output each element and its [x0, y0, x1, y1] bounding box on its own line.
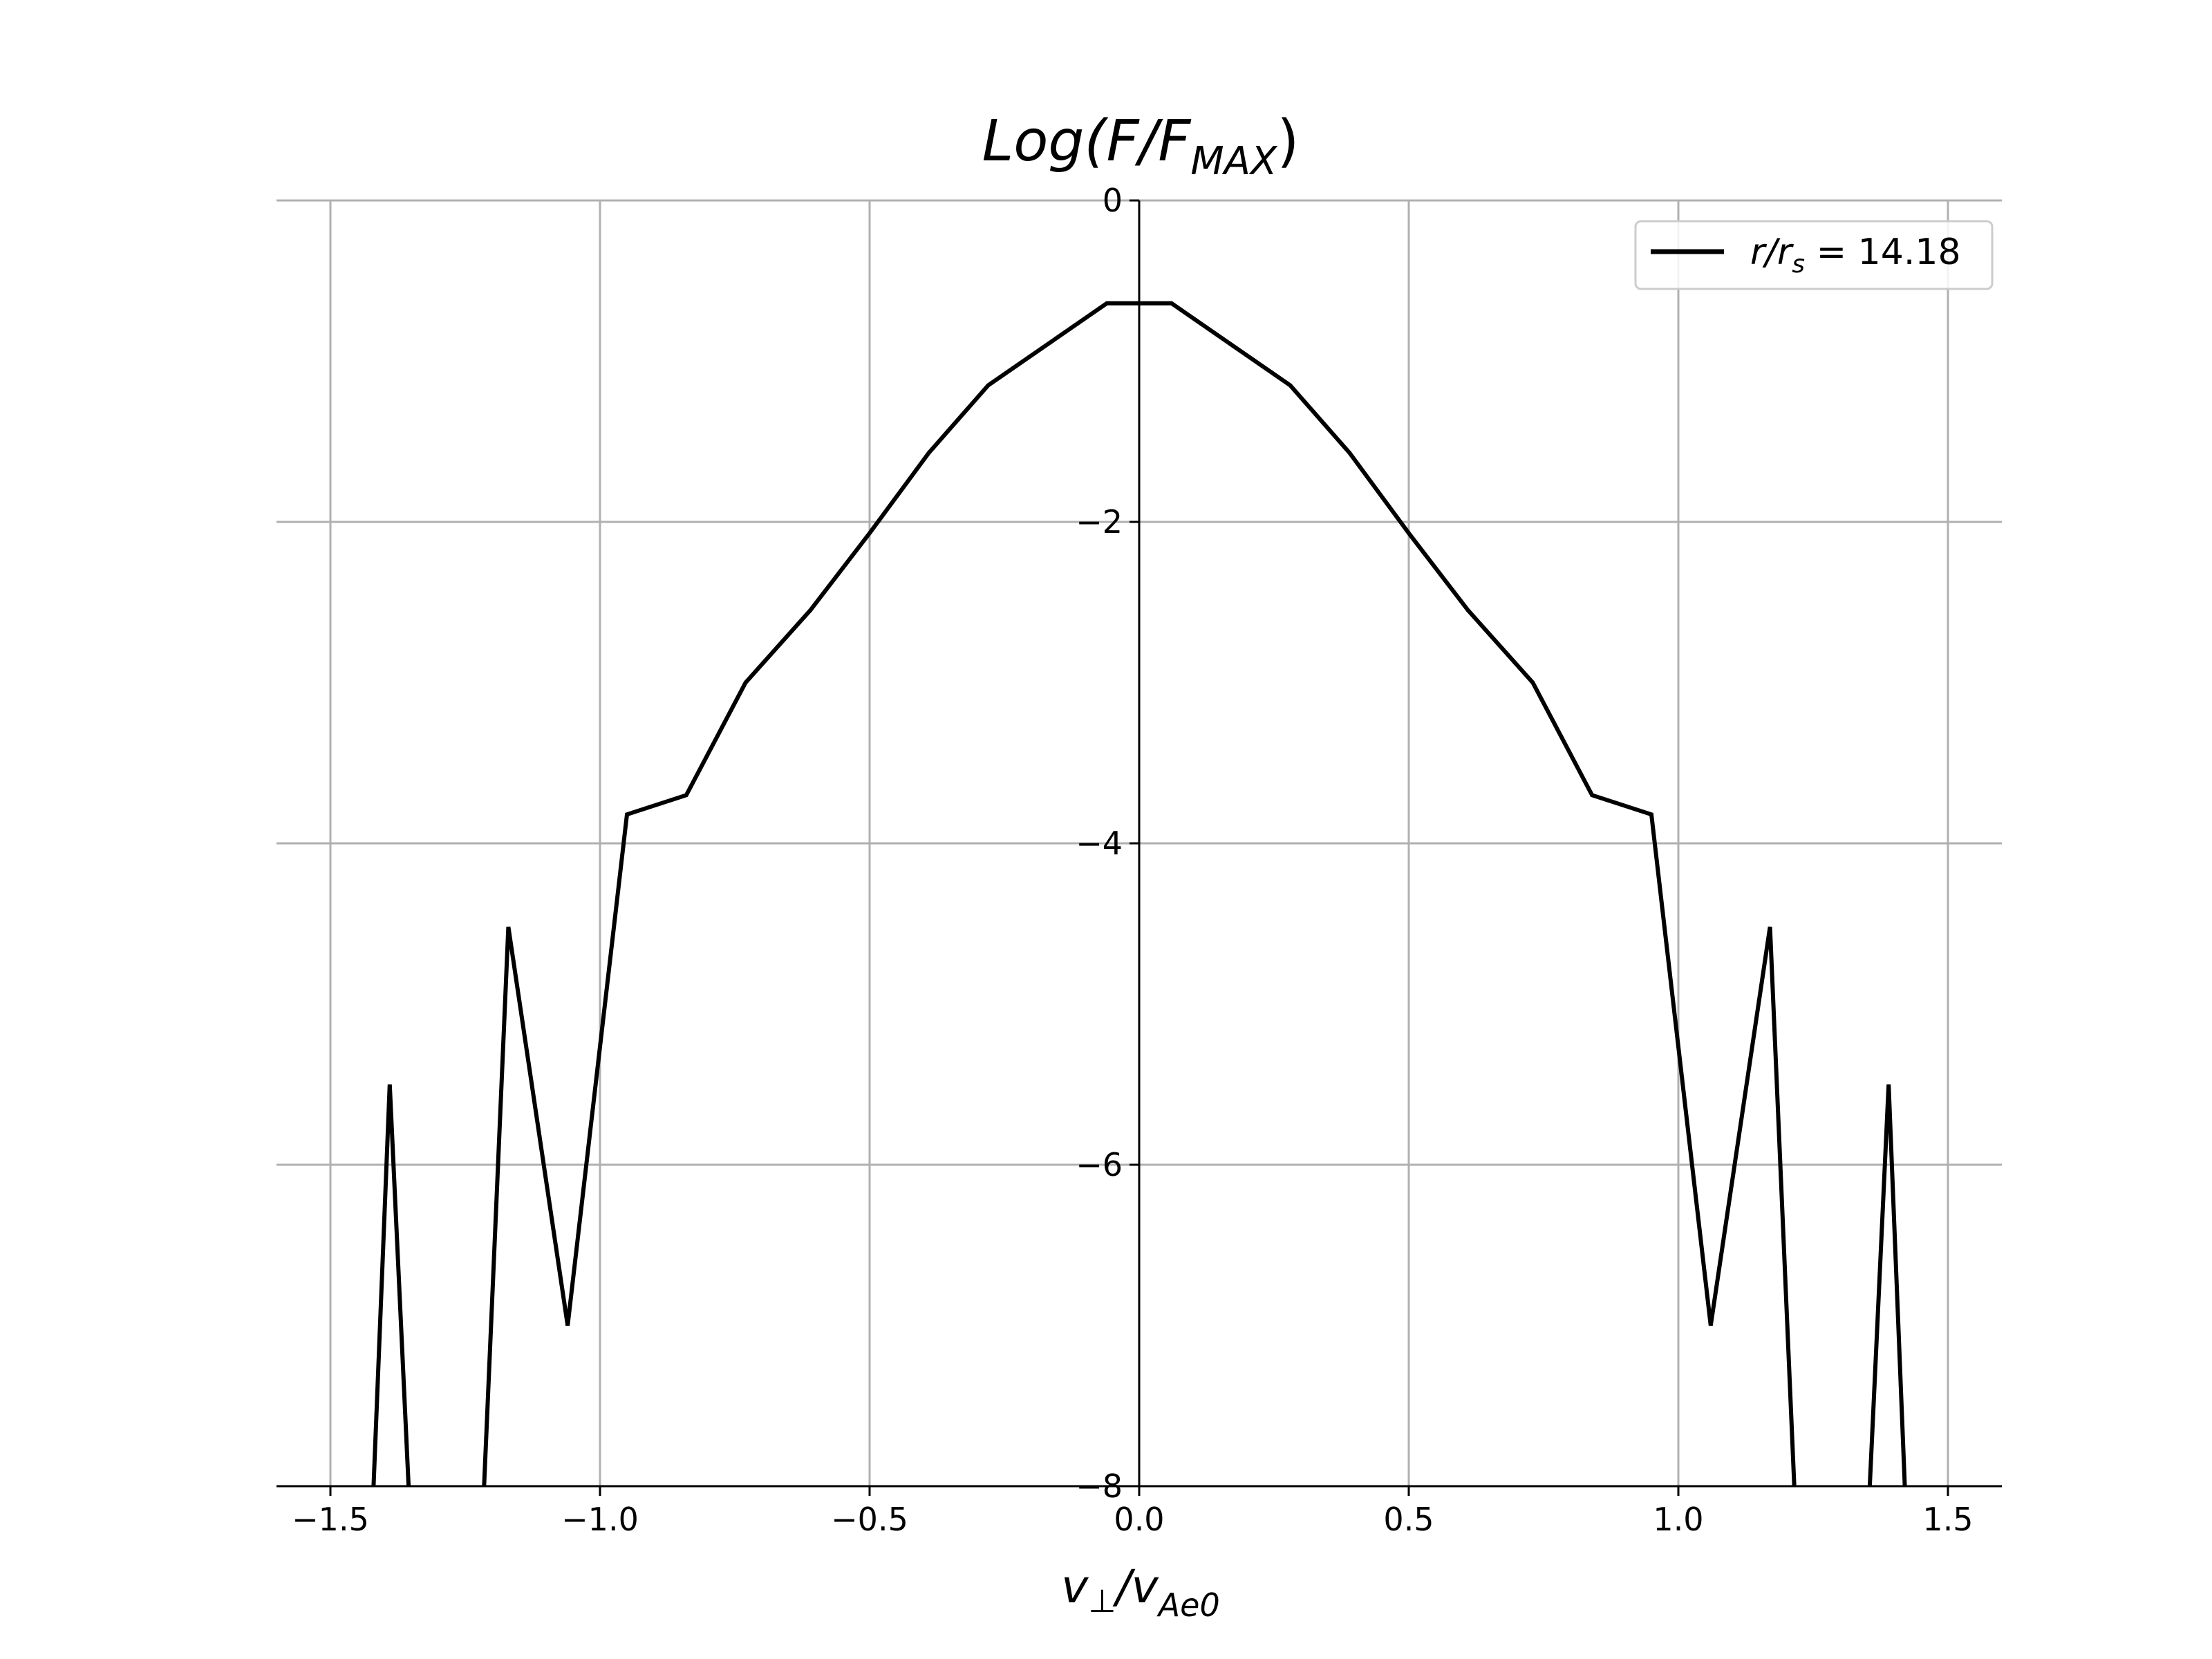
legend: r/rs = 14.18 — [1634, 220, 1994, 290]
chart-title-subscript: MAX — [1190, 139, 1278, 184]
x-ticks: −1.5 −1.0 −0.5 0.0 0.5 1.0 1.5 — [292, 1486, 1974, 1538]
legend-frame — [1634, 220, 1994, 290]
x-tick-label: 1.5 — [1922, 1501, 1973, 1538]
x-tick-label: −1.5 — [292, 1501, 369, 1538]
x-tick-label: 1.0 — [1653, 1501, 1703, 1538]
x-tick-label: −1.0 — [561, 1501, 639, 1538]
x-tick-label: 0.5 — [1383, 1501, 1434, 1538]
series-line — [1867, 1084, 1907, 1487]
y-tick-label: −2 — [1076, 503, 1123, 541]
x-tick-label: −0.5 — [831, 1501, 908, 1538]
legend-label: r/rs = 14.18 — [1750, 232, 1961, 279]
chart-title: Log(F/FMAX) — [982, 109, 1300, 184]
y-ticks: 0 −2 −4 −6 −8 — [1076, 182, 1139, 1505]
x-tick-label: 0.0 — [1114, 1501, 1164, 1538]
y-tick-label: 0 — [1103, 182, 1123, 219]
x-axis-label: v⊥/vAe0 — [1061, 1560, 1219, 1624]
y-tick-label: −8 — [1076, 1468, 1123, 1505]
y-tick-label: −6 — [1076, 1146, 1123, 1183]
series-line — [371, 1084, 411, 1487]
y-tick-label: −4 — [1076, 825, 1123, 862]
